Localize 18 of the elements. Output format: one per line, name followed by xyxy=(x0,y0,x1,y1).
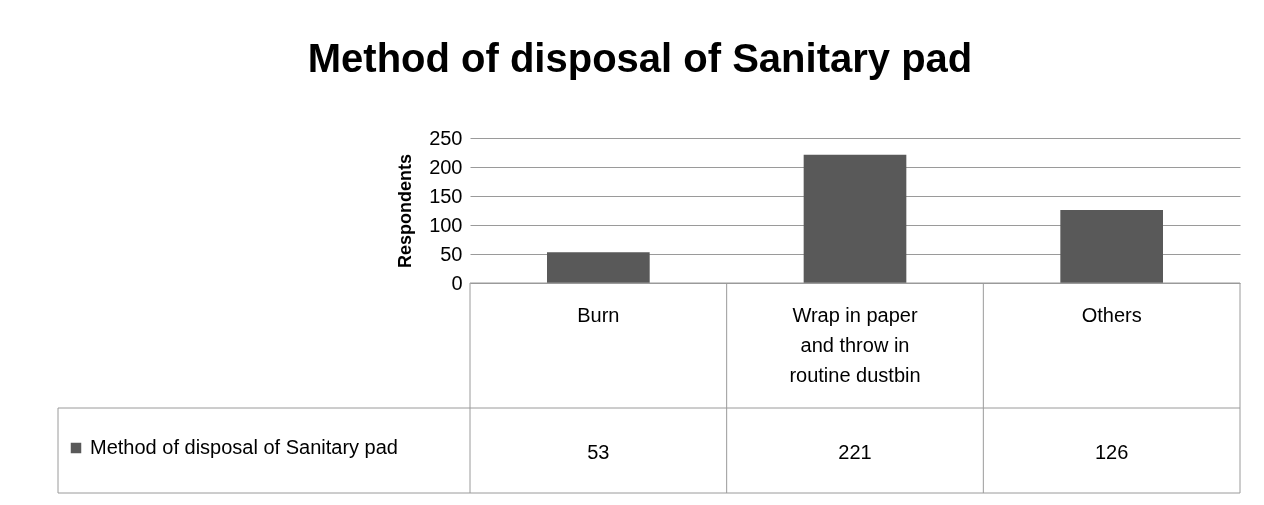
x-tick-label: Others xyxy=(1081,304,1142,326)
data-label: 126 xyxy=(1094,441,1129,463)
bar xyxy=(803,154,907,283)
y-axis-title: Respondents xyxy=(395,153,416,269)
y-tick-label: 200 xyxy=(429,155,463,178)
x-tick-label: Burn xyxy=(577,304,620,326)
data-label: 53 xyxy=(587,441,610,463)
bar xyxy=(547,252,650,283)
y-tick-label: 0 xyxy=(451,271,463,294)
legend-label: Method of disposal of Sanitary pad xyxy=(90,436,398,458)
y-tick-label: 250 xyxy=(429,126,463,149)
y-tick-label: 150 xyxy=(429,184,463,207)
y-tick-label: 50 xyxy=(440,242,463,265)
chart-title: Method of disposal of Sanitary pad xyxy=(307,36,973,80)
x-tick-label: Wrap in paper and throw in routine dustbin xyxy=(789,304,921,386)
bar xyxy=(1060,209,1163,283)
y-tick-label: 100 xyxy=(429,213,463,236)
data-label: 221 xyxy=(838,441,872,463)
